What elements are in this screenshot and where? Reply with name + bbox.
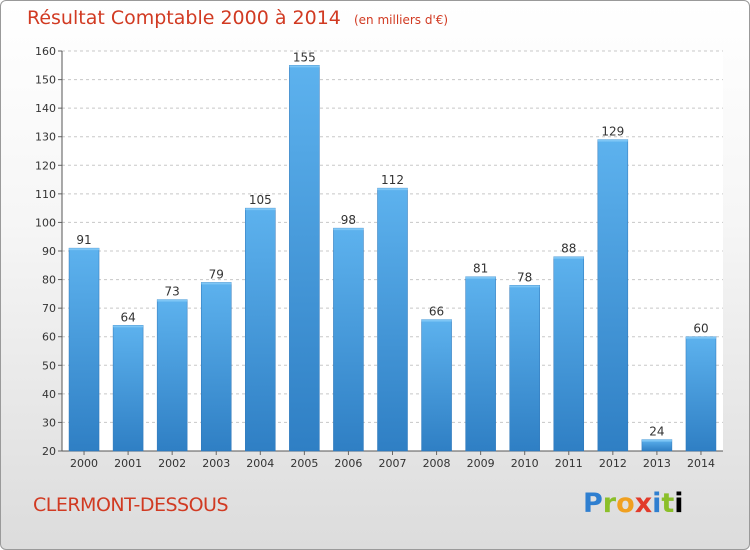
data-label: 73 [165,285,180,299]
commune-name: CLERMONT-DESSOUS [33,494,229,516]
y-tick-label: 150 [35,74,56,87]
bar-highlight [333,228,364,231]
bar [68,247,100,452]
bar [245,207,276,452]
bar-highlight [597,139,628,142]
bar-highlight [465,276,496,279]
bar [156,299,188,452]
logo-letter: i [674,488,684,519]
bar [465,276,496,452]
x-tick-label: 2003 [202,457,230,470]
y-tick-label: 20 [42,445,56,458]
data-label: 98 [341,213,356,227]
bar [377,187,408,452]
bar [200,282,232,452]
bar-highlight [421,319,452,322]
bar-highlight [245,208,276,211]
bar-highlight [553,256,584,259]
x-tick-label: 2001 [114,457,142,470]
bar-highlight [641,439,672,442]
y-tick-label: 70 [42,302,56,315]
y-tick-label: 120 [35,159,56,172]
y-tick-label: 100 [35,216,56,229]
y-tick-label: 80 [42,274,56,287]
bar-highlight [69,248,100,251]
title-text: Résultat Comptable 2000 à 2014 [27,7,341,29]
x-tick-label: 2004 [246,457,274,470]
logo-letter: t [661,488,675,519]
y-tick-label: 30 [42,416,56,429]
bar-highlight [289,65,320,68]
x-tick-label: 2009 [467,457,495,470]
bar [509,285,540,452]
x-tick-label: 2007 [379,457,407,470]
x-tick-label: 2008 [423,457,451,470]
y-tick-label: 130 [35,131,56,144]
bar-highlight [377,188,408,191]
y-tick-label: 60 [42,331,56,344]
proxiti-logo: Proxiti [583,488,684,519]
data-label: 105 [249,193,272,207]
data-label: 24 [649,425,664,439]
data-label: 129 [601,125,624,139]
data-label: 64 [120,310,135,324]
data-label: 112 [381,173,404,187]
x-tick-label: 2002 [158,457,186,470]
logo-letter: o [616,488,635,519]
y-tick-label: 110 [35,188,56,201]
bar [421,319,452,452]
y-tick-label: 160 [35,45,56,58]
y-tick-label: 40 [42,388,56,401]
bar [553,256,585,452]
bar-highlight [685,336,716,339]
x-tick-label: 2014 [687,457,715,470]
x-tick-label: 2012 [599,457,627,470]
data-label: 60 [693,322,708,336]
title-unit: (en milliers d'€) [353,13,449,27]
logo-letter: i [652,488,662,519]
bar-highlight [157,299,188,302]
data-label: 81 [473,262,488,276]
data-label: 79 [209,267,224,281]
bar-highlight [113,325,144,328]
x-tick-label: 2005 [290,457,318,470]
y-tick-label: 50 [42,359,56,372]
bar [685,336,717,452]
x-tick-label: 2013 [643,457,671,470]
bar [289,65,320,452]
x-tick-label: 2006 [334,457,362,470]
data-label: 155 [293,50,316,64]
bar [333,227,364,452]
x-tick-label: 2011 [555,457,583,470]
bar-highlight [509,285,540,288]
data-label: 88 [561,242,576,256]
x-tick-label: 2000 [70,457,98,470]
y-tick-label: 90 [42,245,56,258]
bar-highlight [201,282,232,285]
logo-letter: x [634,488,653,519]
data-label: 91 [76,233,91,247]
logo-letter: P [583,488,603,519]
chart-title: Résultat Comptable 2000 à 2014 (en milli… [27,7,448,29]
data-label: 66 [429,305,444,319]
data-label: 78 [517,270,532,284]
bar [112,325,144,452]
x-tick-label: 2010 [511,457,539,470]
bar [597,139,629,452]
logo-letter: r [602,488,617,519]
y-tick-label: 140 [35,102,56,115]
